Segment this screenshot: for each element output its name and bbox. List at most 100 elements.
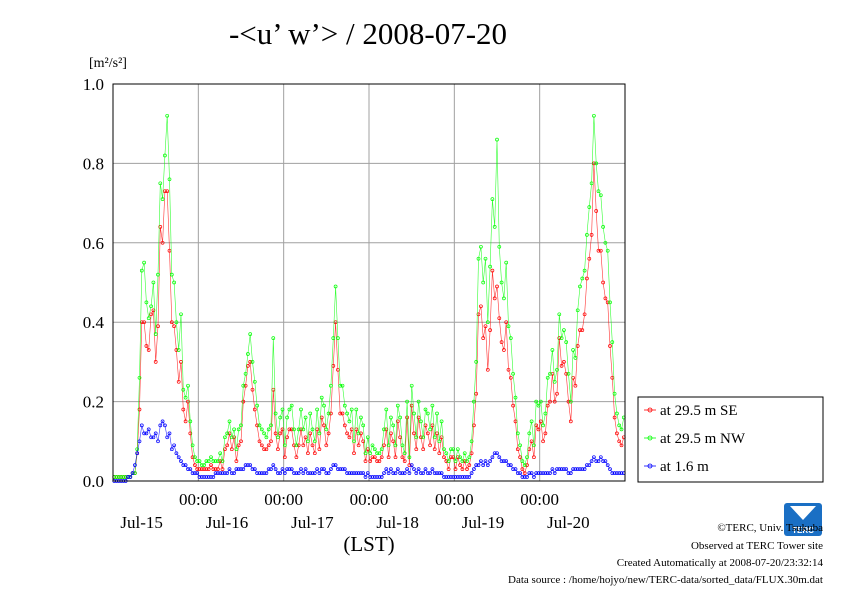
- data-point: [326, 411, 331, 416]
- data-point: [573, 467, 578, 471]
- data-point: [322, 467, 326, 471]
- data-point: [278, 431, 283, 436]
- data-point: [243, 463, 248, 467]
- data-point: [310, 443, 315, 448]
- data-point: [292, 443, 296, 448]
- data-point: [276, 447, 280, 452]
- data-point: [153, 332, 158, 336]
- data-point: [204, 459, 209, 463]
- data-point: [285, 415, 289, 420]
- data-point: [146, 427, 151, 432]
- data-point: [336, 467, 340, 471]
- data-point: [405, 467, 409, 471]
- data-point: [472, 467, 476, 471]
- data-point: [142, 260, 146, 265]
- data-point: [453, 475, 458, 479]
- data-point: [306, 439, 310, 444]
- data-point: [587, 205, 592, 209]
- data-point: [562, 467, 566, 471]
- data-point: [278, 471, 283, 475]
- footer-observed: Observed at TERC Tower site: [691, 540, 823, 552]
- data-point: [282, 443, 287, 448]
- data-point: [543, 431, 548, 436]
- data-point: [451, 475, 456, 479]
- data-point: [617, 439, 622, 444]
- data-point: [566, 371, 571, 376]
- series-1: [112, 113, 626, 479]
- data-point: [174, 320, 179, 325]
- data-point: [252, 407, 257, 412]
- data-point: [508, 463, 513, 467]
- data-point: [370, 455, 375, 460]
- data-point: [128, 475, 133, 479]
- data-point: [552, 471, 557, 475]
- terc-logo: TERC: [784, 503, 822, 536]
- data-point: [169, 447, 174, 452]
- data-point: [483, 256, 488, 261]
- data-point: [518, 443, 522, 448]
- data-point: [246, 463, 250, 467]
- data-point: [333, 463, 338, 467]
- data-point: [479, 244, 483, 249]
- data-point: [393, 455, 398, 460]
- data-point: [209, 463, 213, 467]
- data-point: [338, 467, 343, 471]
- series-line: [114, 420, 624, 482]
- y-tick-label: 0.4: [83, 313, 105, 332]
- data-point: [349, 471, 354, 475]
- data-point: [278, 415, 283, 420]
- data-point: [439, 419, 444, 424]
- data-point: [536, 403, 541, 408]
- data-point: [167, 177, 172, 182]
- data-point: [529, 471, 534, 475]
- data-point: [400, 443, 405, 448]
- data-point: [252, 467, 257, 471]
- data-point: [412, 431, 416, 436]
- data-point: [449, 447, 453, 452]
- data-point: [467, 475, 472, 479]
- data-point: [479, 304, 483, 309]
- data-point: [324, 427, 329, 432]
- data-point: [370, 443, 375, 448]
- data-point: [193, 463, 197, 467]
- data-point: [605, 463, 610, 467]
- data-point: [264, 471, 269, 475]
- data-point: [239, 439, 243, 444]
- data-point: [169, 320, 174, 325]
- data-point: [356, 443, 361, 448]
- data-point: [548, 471, 552, 475]
- data-point: [296, 471, 301, 475]
- data-point: [234, 467, 239, 471]
- data-point: [536, 427, 541, 432]
- data-point: [299, 407, 303, 412]
- y-tick-label: 0.8: [83, 154, 104, 173]
- data-point: [271, 463, 276, 467]
- data-point: [428, 443, 432, 448]
- data-point: [266, 443, 271, 448]
- data-point: [375, 459, 379, 463]
- data-point: [213, 471, 218, 475]
- series-line: [114, 115, 625, 478]
- data-point: [405, 399, 409, 404]
- data-point: [608, 467, 612, 471]
- data-point: [506, 463, 511, 467]
- data-point: [229, 447, 234, 452]
- footer-copyright: ©TERC, Univ. Tsukuba: [717, 522, 823, 534]
- data-point: [368, 451, 373, 456]
- data-point: [485, 463, 490, 467]
- data-point: [174, 348, 179, 352]
- data-point: [460, 467, 465, 471]
- data-point: [324, 443, 329, 448]
- data-point: [262, 431, 266, 436]
- data-point: [481, 280, 486, 285]
- data-point: [538, 419, 543, 424]
- data-point: [354, 471, 359, 475]
- data-point: [308, 411, 313, 416]
- data-point: [273, 467, 278, 471]
- data-point: [495, 137, 499, 142]
- data-point: [476, 256, 481, 261]
- x-tick-time: 00:00: [350, 490, 389, 509]
- data-point: [592, 113, 596, 118]
- data-point: [142, 431, 146, 436]
